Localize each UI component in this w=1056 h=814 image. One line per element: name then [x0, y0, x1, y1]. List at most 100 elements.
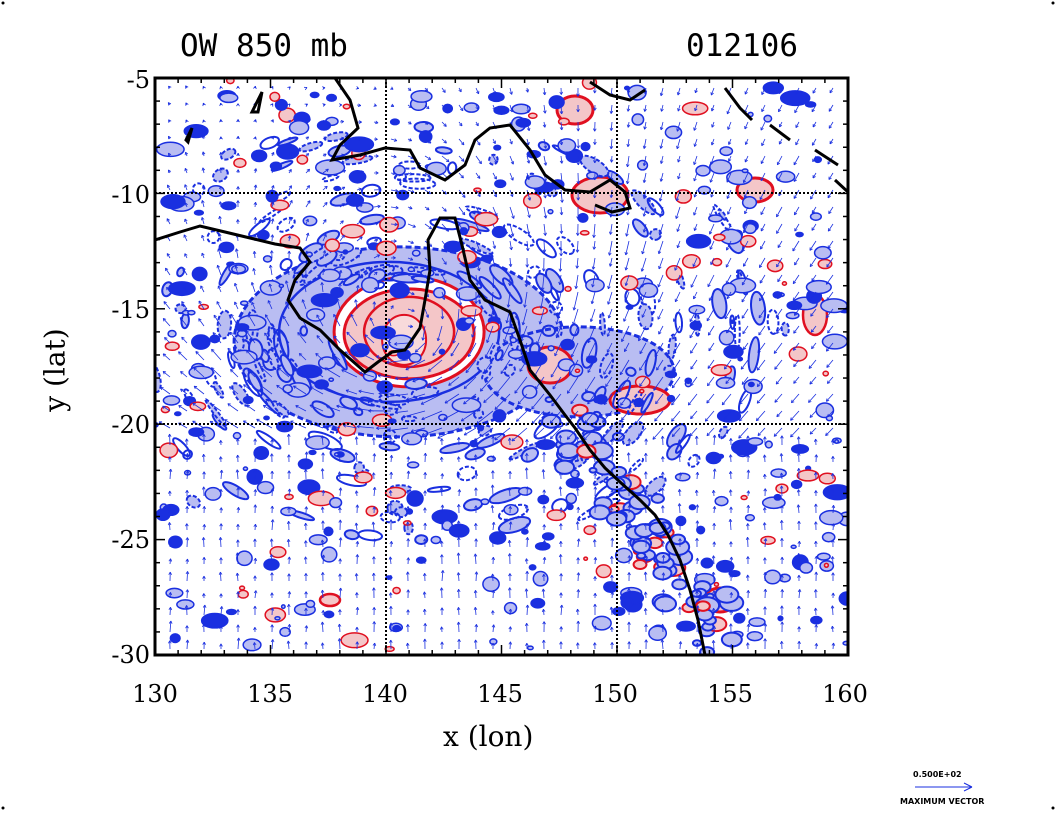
x-tick-label: 160: [822, 680, 868, 708]
wind-vector: [811, 342, 817, 349]
ow-contour: [675, 515, 687, 527]
wind-vector: [525, 588, 528, 599]
wind-vector-head: [336, 404, 340, 409]
wind-vector-head: [831, 505, 836, 509]
ow-contour: [222, 481, 250, 501]
wind-vector: [542, 274, 545, 291]
ow-contour: [225, 608, 237, 616]
wind-vector-head: [610, 626, 614, 630]
wind-vector-head: [338, 609, 342, 613]
wind-vector: [186, 571, 188, 582]
wind-vector-head: [168, 571, 172, 575]
ow-contour: [588, 466, 598, 474]
wind-vector-head: [707, 332, 712, 336]
wind-vector-head: [689, 334, 693, 339]
ow-contour: [695, 164, 711, 177]
wind-vector-head: [445, 246, 450, 250]
wind-vector-head: [375, 171, 379, 175]
wind-vector-head: [230, 313, 234, 318]
ow-contour: [653, 595, 678, 613]
wind-vector: [689, 427, 698, 437]
wind-vector-head: [527, 197, 532, 201]
wind-vector-head: [218, 215, 222, 220]
wind-vector-head: [639, 383, 643, 387]
ow-contour: [263, 415, 270, 421]
wind-vector-head: [201, 200, 205, 204]
wind-vector-head: [776, 413, 780, 418]
wind-vector-head: [459, 122, 463, 127]
wind-vector-head: [202, 604, 207, 608]
ow-contour: [396, 189, 410, 201]
wind-vector: [251, 301, 256, 310]
wind-vector-head: [372, 607, 376, 611]
ow-contour: [624, 287, 641, 307]
wind-vector-head: [473, 590, 478, 594]
wind-vector-head: [743, 229, 747, 234]
wind-vector-head: [390, 86, 394, 90]
wind-vector: [611, 507, 613, 514]
wind-vector: [394, 410, 409, 414]
wind-vector: [373, 538, 376, 548]
wind-vector: [658, 257, 664, 270]
wind-vector: [576, 240, 579, 253]
ow-contour: [328, 377, 335, 382]
wind-vector-head: [202, 434, 206, 438]
wind-vector-head: [201, 234, 205, 239]
wind-vector-head: [304, 607, 308, 611]
wind-vector: [267, 300, 273, 310]
wind-vector-head: [452, 340, 456, 344]
ow-contour: [531, 306, 548, 316]
wind-vector-head: [185, 490, 189, 494]
wind-vector-head: [600, 436, 605, 441]
wind-vector-head: [392, 289, 397, 293]
wind-vector: [372, 521, 375, 531]
wind-vector: [526, 206, 531, 218]
wind-vector-head: [537, 351, 541, 356]
wind-vector: [322, 234, 327, 242]
wind-vector-head: [725, 264, 729, 268]
wind-vector-head: [460, 107, 464, 112]
wind-vector: [707, 325, 715, 336]
ow-contour: [316, 120, 332, 131]
wind-vector: [343, 424, 358, 429]
wind-vector: [655, 393, 664, 405]
ow-contour: [122, 290, 136, 322]
wind-vector-head: [814, 490, 818, 494]
wind-vector-head: [756, 367, 761, 371]
wind-vector: [728, 138, 732, 145]
wind-vector-head: [391, 120, 395, 125]
wind-vector: [526, 138, 530, 146]
wind-vector-head: [409, 206, 413, 210]
wind-vector-head: [575, 249, 580, 253]
wind-vector-head: [355, 86, 360, 90]
ow-contour: [502, 223, 535, 247]
wind-vector-head: [491, 455, 496, 459]
wind-vector-head: [657, 250, 662, 255]
wind-vector-head: [270, 572, 274, 576]
wind-vector-head: [687, 402, 692, 406]
wind-vector-head: [474, 487, 478, 491]
ow-contour: [644, 348, 657, 377]
wind-vector: [577, 521, 579, 531]
wind-vector: [243, 420, 256, 429]
wind-vector: [484, 359, 494, 373]
wind-vector-head: [659, 92, 664, 97]
wind-vector: [424, 189, 431, 195]
wind-vector-head: [760, 177, 764, 182]
wind-vector-head: [251, 301, 255, 306]
wind-vector-head: [304, 540, 308, 544]
wind-vector-head: [728, 471, 733, 475]
wind-vector: [234, 283, 239, 293]
ow-contour: [353, 461, 365, 475]
wind-vector-head: [560, 181, 564, 186]
wind-vector-head: [728, 489, 733, 493]
ow-contour: [343, 136, 375, 153]
wind-vector: [305, 625, 307, 633]
wind-vector-head: [626, 143, 630, 148]
wind-vector: [610, 104, 613, 114]
wind-vector: [246, 404, 256, 412]
wind-vector: [706, 308, 715, 322]
wind-vector-head: [774, 366, 778, 370]
wind-vector-head: [338, 283, 342, 287]
wind-vector-head: [559, 91, 564, 95]
